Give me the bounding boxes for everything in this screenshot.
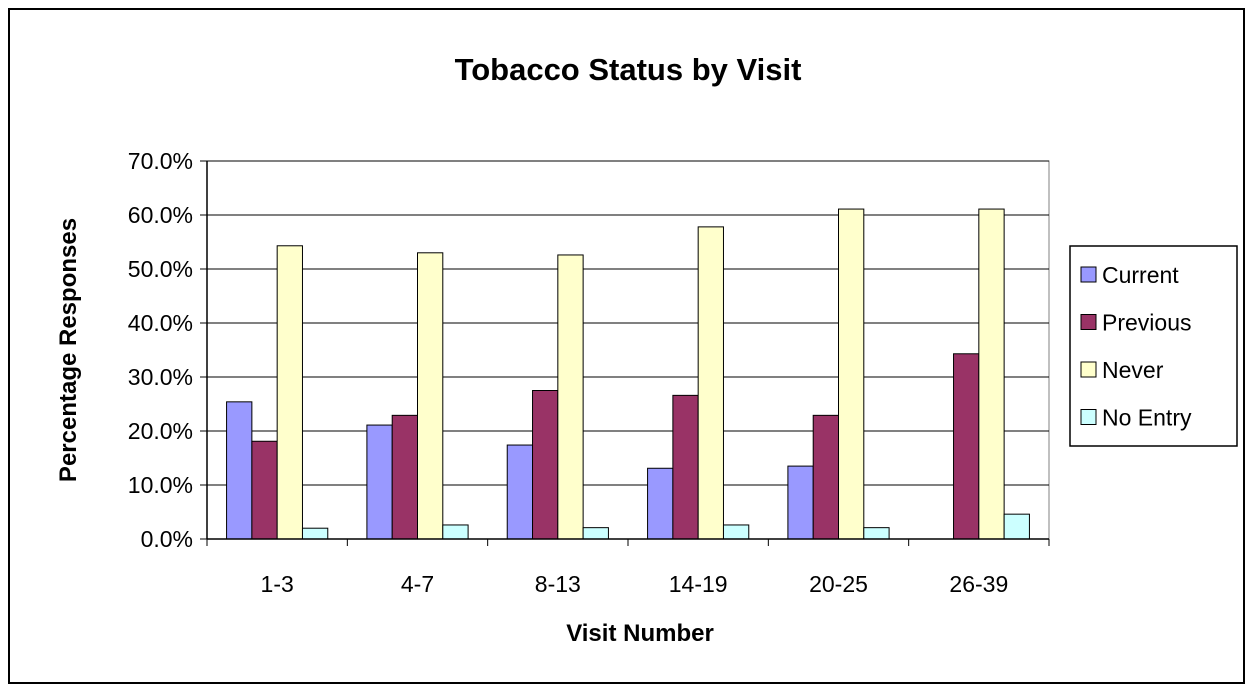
y-tick-label: 40.0% bbox=[128, 310, 193, 336]
bar-no-entry-14-19 bbox=[722, 524, 750, 540]
x-tick-label: 20-25 bbox=[809, 571, 868, 597]
bar-current-4-7 bbox=[366, 424, 393, 540]
bar-previous-4-7 bbox=[391, 414, 419, 540]
bar-never-1-3 bbox=[276, 245, 303, 540]
bar-never-14-19 bbox=[697, 226, 724, 540]
legend-label: Current bbox=[1102, 262, 1179, 288]
bar-previous-1-3 bbox=[251, 440, 278, 540]
bar-previous-8-13 bbox=[532, 390, 559, 540]
bar-never-26-39 bbox=[978, 208, 1005, 540]
legend-swatch-no-entry bbox=[1080, 409, 1097, 425]
legend-swatch-previous bbox=[1080, 314, 1097, 330]
x-tick-label: 26-39 bbox=[949, 571, 1008, 597]
y-axis-label: Percentage Responses bbox=[55, 218, 82, 482]
plot-background bbox=[206, 160, 1050, 540]
legend-swatch-current bbox=[1080, 266, 1097, 283]
x-axis-label: Visit Number bbox=[566, 620, 714, 647]
bar-never-4-7 bbox=[417, 252, 444, 540]
bar-current-8-13 bbox=[506, 444, 534, 540]
bar-current-14-19 bbox=[647, 467, 674, 540]
y-tick-label: 20.0% bbox=[128, 418, 193, 444]
legend-label: Never bbox=[1102, 357, 1164, 383]
bar-previous-26-39 bbox=[953, 353, 980, 540]
bar-never-20-25 bbox=[838, 208, 865, 540]
bar-no-entry-1-3 bbox=[301, 527, 329, 540]
legend: Current Previous Never No Entry bbox=[1069, 245, 1238, 447]
bar-never-8-13 bbox=[557, 254, 584, 540]
bar-previous-14-19 bbox=[672, 394, 699, 540]
x-tick-label: 8-13 bbox=[535, 571, 581, 597]
legend-box bbox=[1069, 245, 1238, 447]
bar-no-entry-8-13 bbox=[582, 527, 609, 540]
legend-swatch-never bbox=[1080, 361, 1097, 378]
y-tick-label: 30.0% bbox=[128, 364, 193, 390]
y-tick-label: 0.0% bbox=[141, 526, 193, 552]
x-tick-label: 1-3 bbox=[261, 571, 294, 597]
bar-current-20-25 bbox=[787, 465, 814, 540]
bar-no-entry-26-39 bbox=[1003, 513, 1030, 540]
plot-area: 0.0% 10.0% 20.0% 30.0% 40.0% 50.0% 60.0% 70.0% 1… bbox=[128, 148, 1050, 597]
x-tick-label: 4-7 bbox=[401, 571, 434, 597]
legend-label: No Entry bbox=[1102, 405, 1192, 431]
y-tick-label: 70.0% bbox=[128, 148, 193, 174]
y-tick-label: 10.0% bbox=[128, 472, 193, 498]
bar-current-1-3 bbox=[226, 401, 253, 540]
y-tick-label: 60.0% bbox=[128, 202, 193, 228]
x-tick-label: 14-19 bbox=[669, 571, 728, 597]
legend-label: Previous bbox=[1102, 310, 1191, 336]
chart-title: Tobacco Status by Visit bbox=[455, 52, 802, 87]
bar-previous-20-25 bbox=[812, 414, 840, 540]
bar-no-entry-20-25 bbox=[863, 527, 890, 540]
bar-no-entry-4-7 bbox=[442, 524, 469, 540]
y-tick-label: 50.0% bbox=[128, 256, 193, 282]
